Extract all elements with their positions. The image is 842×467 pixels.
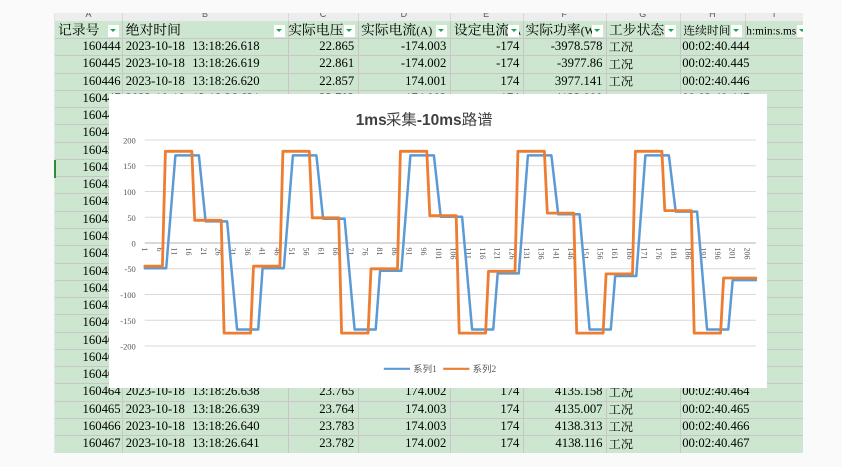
svg-text:111: 111 <box>463 247 472 258</box>
svg-text:166: 166 <box>625 247 634 259</box>
svg-text:-50: -50 <box>124 264 135 274</box>
svg-text:41: 41 <box>257 247 266 255</box>
svg-text:86: 86 <box>389 247 398 255</box>
svg-text:141: 141 <box>551 247 560 259</box>
svg-text:-10ms: -10ms <box>417 112 462 129</box>
svg-text:101: 101 <box>434 247 443 259</box>
svg-text:150: 150 <box>123 161 136 171</box>
svg-text:131: 131 <box>522 247 531 259</box>
svg-text:1: 1 <box>140 247 149 251</box>
svg-text:206: 206 <box>742 247 751 259</box>
svg-text:11: 11 <box>169 247 178 255</box>
svg-text:121: 121 <box>492 247 501 259</box>
svg-text:50: 50 <box>127 213 135 223</box>
svg-text:151: 151 <box>580 247 589 259</box>
svg-text:186: 186 <box>683 247 692 259</box>
svg-text:116: 116 <box>478 247 487 259</box>
svg-text:51: 51 <box>287 247 296 255</box>
svg-text:191: 191 <box>698 247 707 259</box>
svg-text:36: 36 <box>243 247 252 255</box>
svg-text:71: 71 <box>345 247 354 255</box>
svg-text:31: 31 <box>228 247 237 255</box>
svg-text:0: 0 <box>131 238 135 248</box>
svg-text:161: 161 <box>610 247 619 259</box>
svg-text:146: 146 <box>566 247 575 259</box>
svg-text:126: 126 <box>507 247 516 259</box>
svg-text:200: 200 <box>123 135 136 145</box>
svg-text:136: 136 <box>536 247 545 259</box>
svg-text:196: 196 <box>713 247 722 259</box>
svg-text:16: 16 <box>184 247 193 255</box>
svg-text:61: 61 <box>316 247 325 255</box>
svg-text:81: 81 <box>375 247 384 255</box>
svg-text:(A): (A) <box>416 26 432 38</box>
svg-text:156: 156 <box>595 247 604 259</box>
svg-text:176: 176 <box>654 247 663 259</box>
svg-text:2: 2 <box>491 365 496 375</box>
svg-text:-100: -100 <box>120 290 136 300</box>
svg-text:100: 100 <box>123 187 136 197</box>
svg-text:21: 21 <box>199 247 208 255</box>
svg-text:201: 201 <box>727 247 736 259</box>
svg-text:46: 46 <box>272 247 281 255</box>
svg-text:181: 181 <box>669 247 678 259</box>
svg-text:76: 76 <box>360 247 369 255</box>
svg-text:-150: -150 <box>120 316 136 326</box>
svg-text:26: 26 <box>213 247 222 255</box>
svg-text:6: 6 <box>154 247 163 251</box>
svg-text:91: 91 <box>404 247 413 255</box>
svg-text:106: 106 <box>448 247 457 259</box>
svg-text:66: 66 <box>331 247 340 255</box>
svg-text:96: 96 <box>419 247 428 255</box>
svg-text:56: 56 <box>301 247 310 255</box>
svg-text:h:min:s.ms: h:min:s.ms <box>746 26 796 38</box>
svg-text:1ms: 1ms <box>355 112 386 129</box>
svg-text:-200: -200 <box>120 341 136 351</box>
svg-text:1: 1 <box>432 365 437 375</box>
svg-text:171: 171 <box>639 247 648 259</box>
